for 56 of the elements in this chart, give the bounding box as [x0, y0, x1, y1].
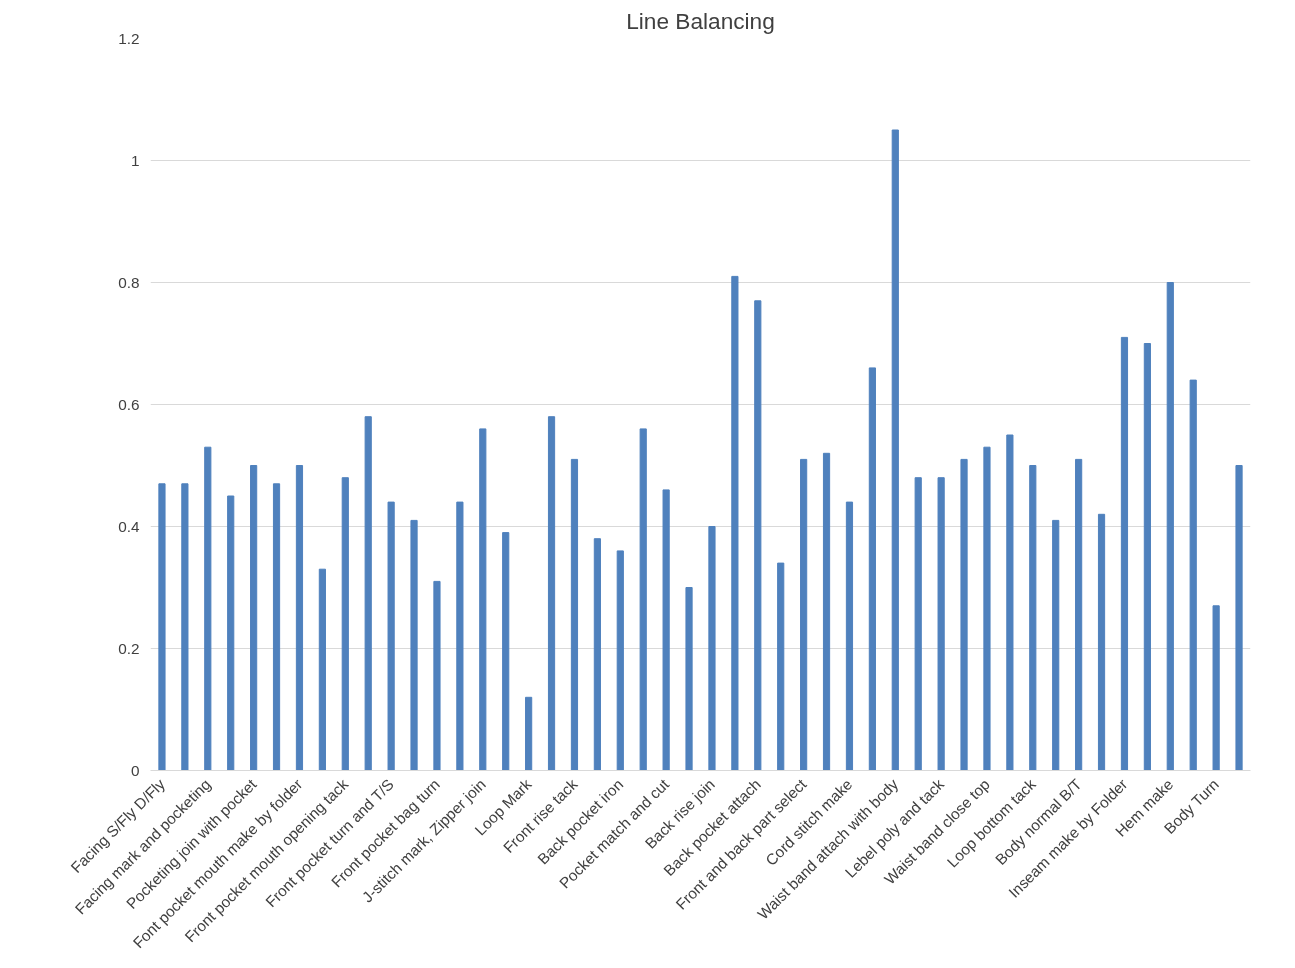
bar — [868, 367, 876, 771]
bar — [295, 465, 304, 771]
bar — [639, 428, 647, 771]
y-tick-label: 0.4 — [118, 517, 140, 535]
bar — [547, 416, 556, 771]
bar — [708, 526, 716, 771]
bar — [272, 483, 281, 771]
bar — [341, 477, 349, 771]
bar — [1166, 282, 1174, 771]
bar — [479, 428, 487, 771]
bar — [1006, 434, 1014, 771]
bar — [525, 696, 533, 771]
y-tick-label: 0.6 — [118, 395, 140, 413]
bar — [754, 300, 762, 771]
bar — [616, 550, 624, 771]
bar — [158, 483, 166, 771]
bar — [181, 483, 189, 771]
bar — [1120, 336, 1129, 771]
bar — [433, 580, 441, 771]
bar — [1029, 465, 1037, 771]
bar — [685, 587, 693, 771]
bar — [1075, 458, 1083, 771]
bar — [914, 477, 922, 771]
y-tick-label: 0.8 — [118, 273, 140, 291]
y-tick-label: 1 — [130, 151, 140, 169]
bar — [387, 501, 395, 771]
chart-title: Line Balancing — [626, 7, 775, 34]
bar — [822, 452, 831, 771]
bar — [250, 465, 258, 771]
bar — [777, 562, 785, 771]
bar — [1143, 343, 1151, 771]
bar — [731, 275, 739, 771]
bar — [410, 519, 418, 771]
y-tick-label: 0.2 — [118, 639, 140, 657]
bar — [456, 501, 464, 771]
bar — [570, 458, 579, 771]
bar — [960, 458, 968, 771]
bar — [937, 477, 945, 771]
bar — [1189, 379, 1197, 771]
bar — [593, 538, 601, 771]
bar — [227, 495, 235, 771]
y-tick-label: 0 — [130, 761, 140, 779]
bar — [502, 532, 510, 771]
bar — [1235, 465, 1243, 771]
bar — [891, 129, 899, 771]
bar — [318, 568, 326, 771]
y-tick-label: 1.2 — [118, 29, 140, 47]
bar — [845, 501, 854, 771]
bar — [662, 489, 670, 771]
bar — [204, 446, 212, 771]
bar — [983, 446, 991, 771]
bar — [800, 458, 808, 771]
bar — [1212, 605, 1220, 771]
bar — [364, 416, 372, 771]
bar — [1097, 513, 1106, 771]
bar — [1052, 519, 1060, 771]
